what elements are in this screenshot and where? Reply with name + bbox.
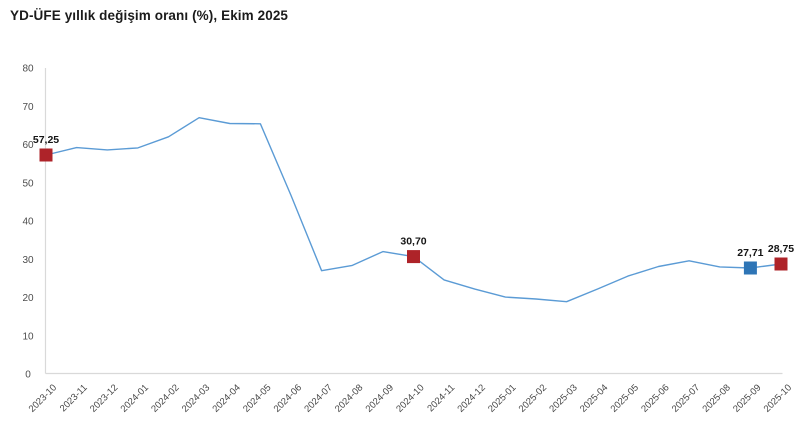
x-axis-tick-label: 2023-10: [27, 382, 59, 414]
y-axis-tick-label: 60: [22, 140, 34, 151]
x-axis-tick-label: 2025-05: [609, 382, 641, 414]
data-point-marker: [407, 250, 420, 264]
x-axis-tick-label: 2023-12: [88, 382, 120, 414]
x-axis-tick-label: 2024-10: [394, 382, 426, 414]
x-axis-tick-label: 2023-11: [58, 382, 90, 414]
y-axis-tick-label: 10: [22, 331, 34, 342]
x-axis-tick-label: 2024-07: [302, 382, 334, 414]
x-axis-tick-label: 2025-04: [578, 382, 610, 414]
y-axis-tick-label: 80: [22, 64, 34, 75]
axis-lines: [44, 68, 783, 375]
data-point-label: 57,25: [33, 134, 59, 146]
x-axis-tick-label: 2024-08: [333, 382, 365, 414]
y-axis-tick-label: 70: [22, 102, 34, 113]
data-point-label: 27,71: [737, 247, 763, 259]
x-axis-tick-label: 2025-02: [517, 382, 549, 414]
y-axis-tick-label: 20: [22, 293, 34, 304]
x-axis-tick-label: 2024-12: [455, 382, 487, 414]
x-axis-tick-label: 2024-04: [210, 382, 242, 414]
x-axis-tick-label: 2025-09: [731, 382, 763, 414]
x-axis-tick-label: 2024-01: [119, 382, 151, 414]
x-axis-tick-label: 2024-03: [180, 382, 212, 414]
x-axis-tick-label: 2024-05: [241, 382, 273, 414]
x-axis-tick-label: 2024-06: [272, 382, 304, 414]
x-axis-tick-label: 2025-07: [670, 382, 702, 414]
x-axis-tick-label: 2025-06: [639, 382, 671, 414]
x-axis-tick-label: 2025-01: [486, 382, 518, 414]
data-point-label: 28,75: [768, 243, 794, 255]
series-line: [45, 116, 782, 303]
y-axis-tick-label: 0: [25, 370, 31, 381]
x-axis-tick-label: 2024-02: [149, 382, 181, 414]
x-axis-tick-label: 2024-09: [364, 382, 396, 414]
x-axis-tick-label: 2025-08: [700, 382, 732, 414]
chart-title: YD-ÜFE yıllık değişim oranı (%), Ekim 20…: [10, 8, 289, 23]
y-axis-tick-label: 50: [22, 178, 34, 189]
x-axis-tick-label: 2025-10: [762, 382, 794, 414]
y-axis-tick-label: 30: [22, 255, 34, 266]
x-axis-tick-label: 2024-11: [425, 382, 457, 414]
y-axis-tick-label: 40: [22, 217, 34, 228]
data-point-label: 30,70: [400, 236, 426, 248]
data-point-marker: [743, 261, 757, 275]
x-axis-tick-label: 2025-03: [547, 382, 579, 414]
data-point-marker: [774, 257, 788, 271]
data-point-marker: [39, 148, 53, 162]
